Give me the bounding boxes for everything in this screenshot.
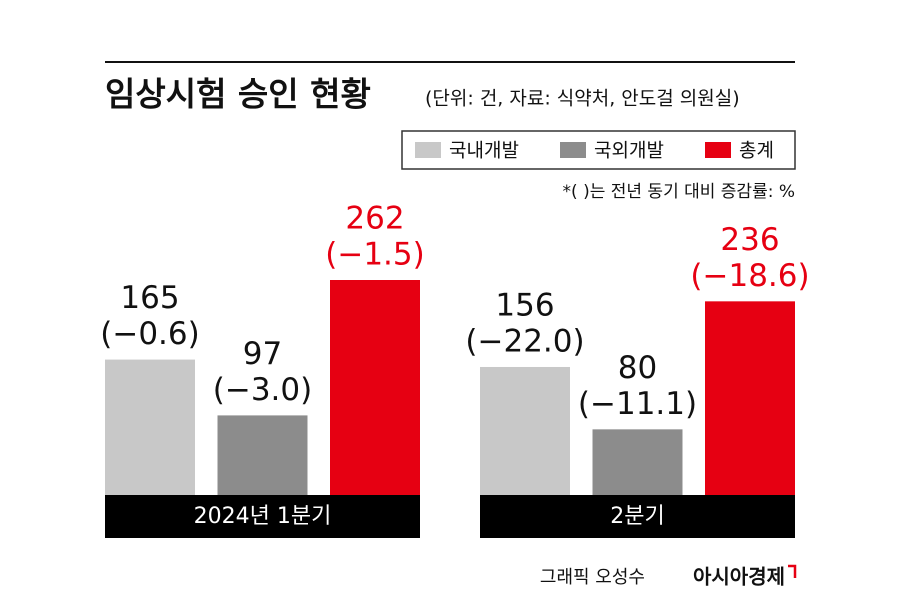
change-label: (−18.6): [690, 258, 809, 294]
legend-swatch: [705, 142, 731, 158]
note: *( )는 전년 동기 대비 증감률: %: [563, 182, 795, 202]
brand: 아시아경제: [693, 565, 785, 589]
change-label: (−1.5): [325, 237, 424, 273]
legend-swatch: [415, 142, 441, 158]
bar: [330, 280, 420, 495]
category-band: [480, 495, 795, 538]
bar: [105, 359, 195, 495]
legend-label: 총계: [739, 140, 774, 162]
legend-swatch: [560, 142, 586, 158]
change-label: (−0.6): [100, 316, 199, 352]
subtitle: (단위: 건, 자료: 식약처, 안도걸 의원실): [425, 88, 740, 110]
chart-title: 임상시험 승인 현황: [105, 75, 371, 114]
bar: [217, 415, 308, 495]
category-band: [105, 495, 420, 538]
change-label: (−22.0): [465, 323, 584, 359]
value-label: 97: [243, 336, 282, 372]
value-label: 262: [345, 201, 404, 237]
value-label: 80: [618, 350, 657, 386]
bar: [592, 429, 683, 495]
brand-logo: [788, 564, 797, 578]
legend-label: 국내개발: [449, 140, 519, 162]
credit: 그래픽 오성수: [540, 567, 645, 588]
value-label: 236: [720, 222, 779, 258]
value-label: 165: [120, 280, 179, 316]
bar: [480, 366, 570, 495]
bar: [705, 301, 795, 495]
x-tick-label: 2024년 1분기: [194, 504, 332, 529]
x-tick-label: 2분기: [610, 504, 664, 529]
change-label: (−3.0): [213, 372, 312, 408]
value-label: 156: [495, 287, 554, 323]
legend-label: 국외개발: [594, 140, 664, 162]
change-label: (−11.1): [578, 386, 697, 422]
